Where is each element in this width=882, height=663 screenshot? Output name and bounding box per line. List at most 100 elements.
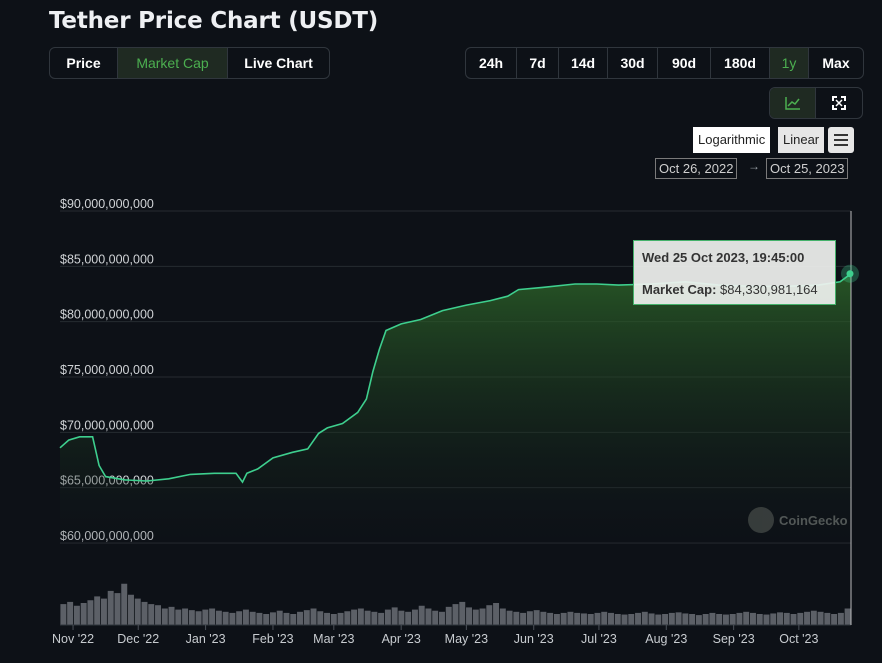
volume-bar [141, 601, 148, 625]
volume-bar [506, 610, 513, 625]
volume-bar [242, 609, 249, 625]
range-180d-button[interactable]: 180d [711, 48, 770, 78]
volume-bar [303, 610, 310, 625]
tab-market-cap[interactable]: Market Cap [118, 48, 228, 78]
range-30d-button[interactable]: 30d [608, 48, 658, 78]
volume-bar [432, 610, 439, 625]
range-max-button[interactable]: Max [822, 55, 850, 71]
volume-bar [804, 611, 811, 625]
volume-bar [121, 583, 128, 625]
volume-bar [479, 608, 486, 625]
chart-tooltip: Wed 25 Oct 2023, 19:45:00 Market Cap: $8… [633, 240, 836, 305]
volume-bar [702, 614, 709, 625]
volume-bar [743, 611, 750, 625]
hamburger-menu-icon[interactable] [828, 127, 854, 153]
volume-bar [418, 605, 425, 625]
volume-bar [256, 612, 263, 625]
line-chart-icon[interactable] [770, 88, 816, 118]
watermark-text: CoinGecko [779, 512, 848, 528]
x-tick-label: Jan '23 [186, 632, 226, 646]
range-24h-button[interactable]: 24h [466, 48, 517, 78]
date-to-input[interactable]: Oct 25, 2023 [766, 158, 849, 179]
volume-bar [337, 612, 344, 625]
volume-bar [533, 610, 540, 625]
volume-bar [526, 611, 533, 625]
range-1y-button[interactable]: 1y [770, 48, 809, 78]
x-tick-label: Jun '23 [514, 632, 554, 646]
volume-bar [128, 594, 134, 625]
range-14d-button[interactable]: 14d [559, 48, 608, 78]
fullscreen-icon[interactable] [816, 88, 862, 118]
volume-bar [553, 614, 560, 625]
volume-bar [351, 609, 358, 625]
volume-bar [87, 600, 94, 625]
volume-bar [94, 596, 101, 625]
volume-bar [770, 613, 777, 625]
y-tick-label: $75,000,000,000 [60, 363, 154, 377]
range-7d-button[interactable]: 7d [517, 48, 559, 78]
volume-bar [161, 608, 168, 625]
volume-bar [134, 598, 141, 625]
volume-bar [574, 612, 581, 625]
volume-bar [763, 614, 770, 625]
tab-price[interactable]: Price [50, 48, 118, 78]
x-tick-label: Jul '23 [581, 632, 617, 646]
volume-bar [689, 614, 696, 625]
linear-scale-button[interactable]: Linear [778, 127, 825, 153]
volume-bar [486, 605, 493, 625]
volume-bar [452, 604, 459, 625]
volume-bar [175, 609, 182, 625]
volume-bar [844, 608, 851, 625]
volume-bar [810, 610, 817, 625]
x-tick-label: Aug '23 [645, 632, 687, 646]
volume-bar [195, 611, 202, 625]
volume-bar [695, 615, 702, 625]
volume-bar [736, 612, 743, 625]
volume-bar [114, 593, 121, 625]
volume-bar [391, 607, 398, 625]
volume-bar [709, 612, 716, 625]
date-from-input[interactable]: Oct 26, 2022 [655, 158, 738, 179]
y-tick-label: $70,000,000,000 [60, 418, 154, 432]
volume-bar [837, 612, 844, 625]
date-arrow-icon: → [748, 159, 760, 173]
volume-bar [580, 613, 587, 625]
volume-bar [100, 598, 107, 625]
tab-live-chart[interactable]: Live Chart [244, 55, 313, 71]
volume-bar [668, 612, 675, 625]
volume-bar [662, 614, 669, 625]
view-toggle-group [769, 87, 863, 119]
volume-bar [493, 603, 500, 625]
volume-bar [317, 611, 324, 625]
tooltip-value: $84,330,981,164 [720, 282, 818, 297]
volume-bar [80, 603, 87, 625]
logarithmic-scale-button[interactable]: Logarithmic [693, 127, 771, 153]
volume-bar [168, 606, 175, 625]
range-90d-button[interactable]: 90d [658, 48, 711, 78]
x-tick-label: Apr '23 [382, 632, 421, 646]
volume-bar [682, 613, 689, 625]
volume-bar [831, 614, 838, 625]
volume-bar [648, 613, 655, 625]
volume-bar [215, 610, 222, 625]
volume-bar [749, 612, 756, 625]
x-tick-label: May '23 [445, 632, 488, 646]
volume-bar [756, 614, 763, 625]
volume-bar [608, 612, 614, 625]
volume-bar [628, 614, 635, 625]
volume-bar [567, 611, 574, 625]
volume-bar [148, 604, 155, 625]
volume-bar [587, 614, 594, 625]
x-tick-label: Mar '23 [313, 632, 354, 646]
volume-bar [438, 611, 445, 625]
volume-bar [472, 609, 479, 625]
volume-bar [67, 601, 74, 625]
volume-bar [425, 608, 432, 625]
coingecko-logo-icon [748, 507, 774, 533]
hover-point [846, 270, 854, 278]
volume-bar [371, 611, 378, 625]
y-tick-label: $80,000,000,000 [60, 308, 154, 322]
volume-bar [290, 614, 297, 625]
volume-bar [547, 612, 554, 625]
